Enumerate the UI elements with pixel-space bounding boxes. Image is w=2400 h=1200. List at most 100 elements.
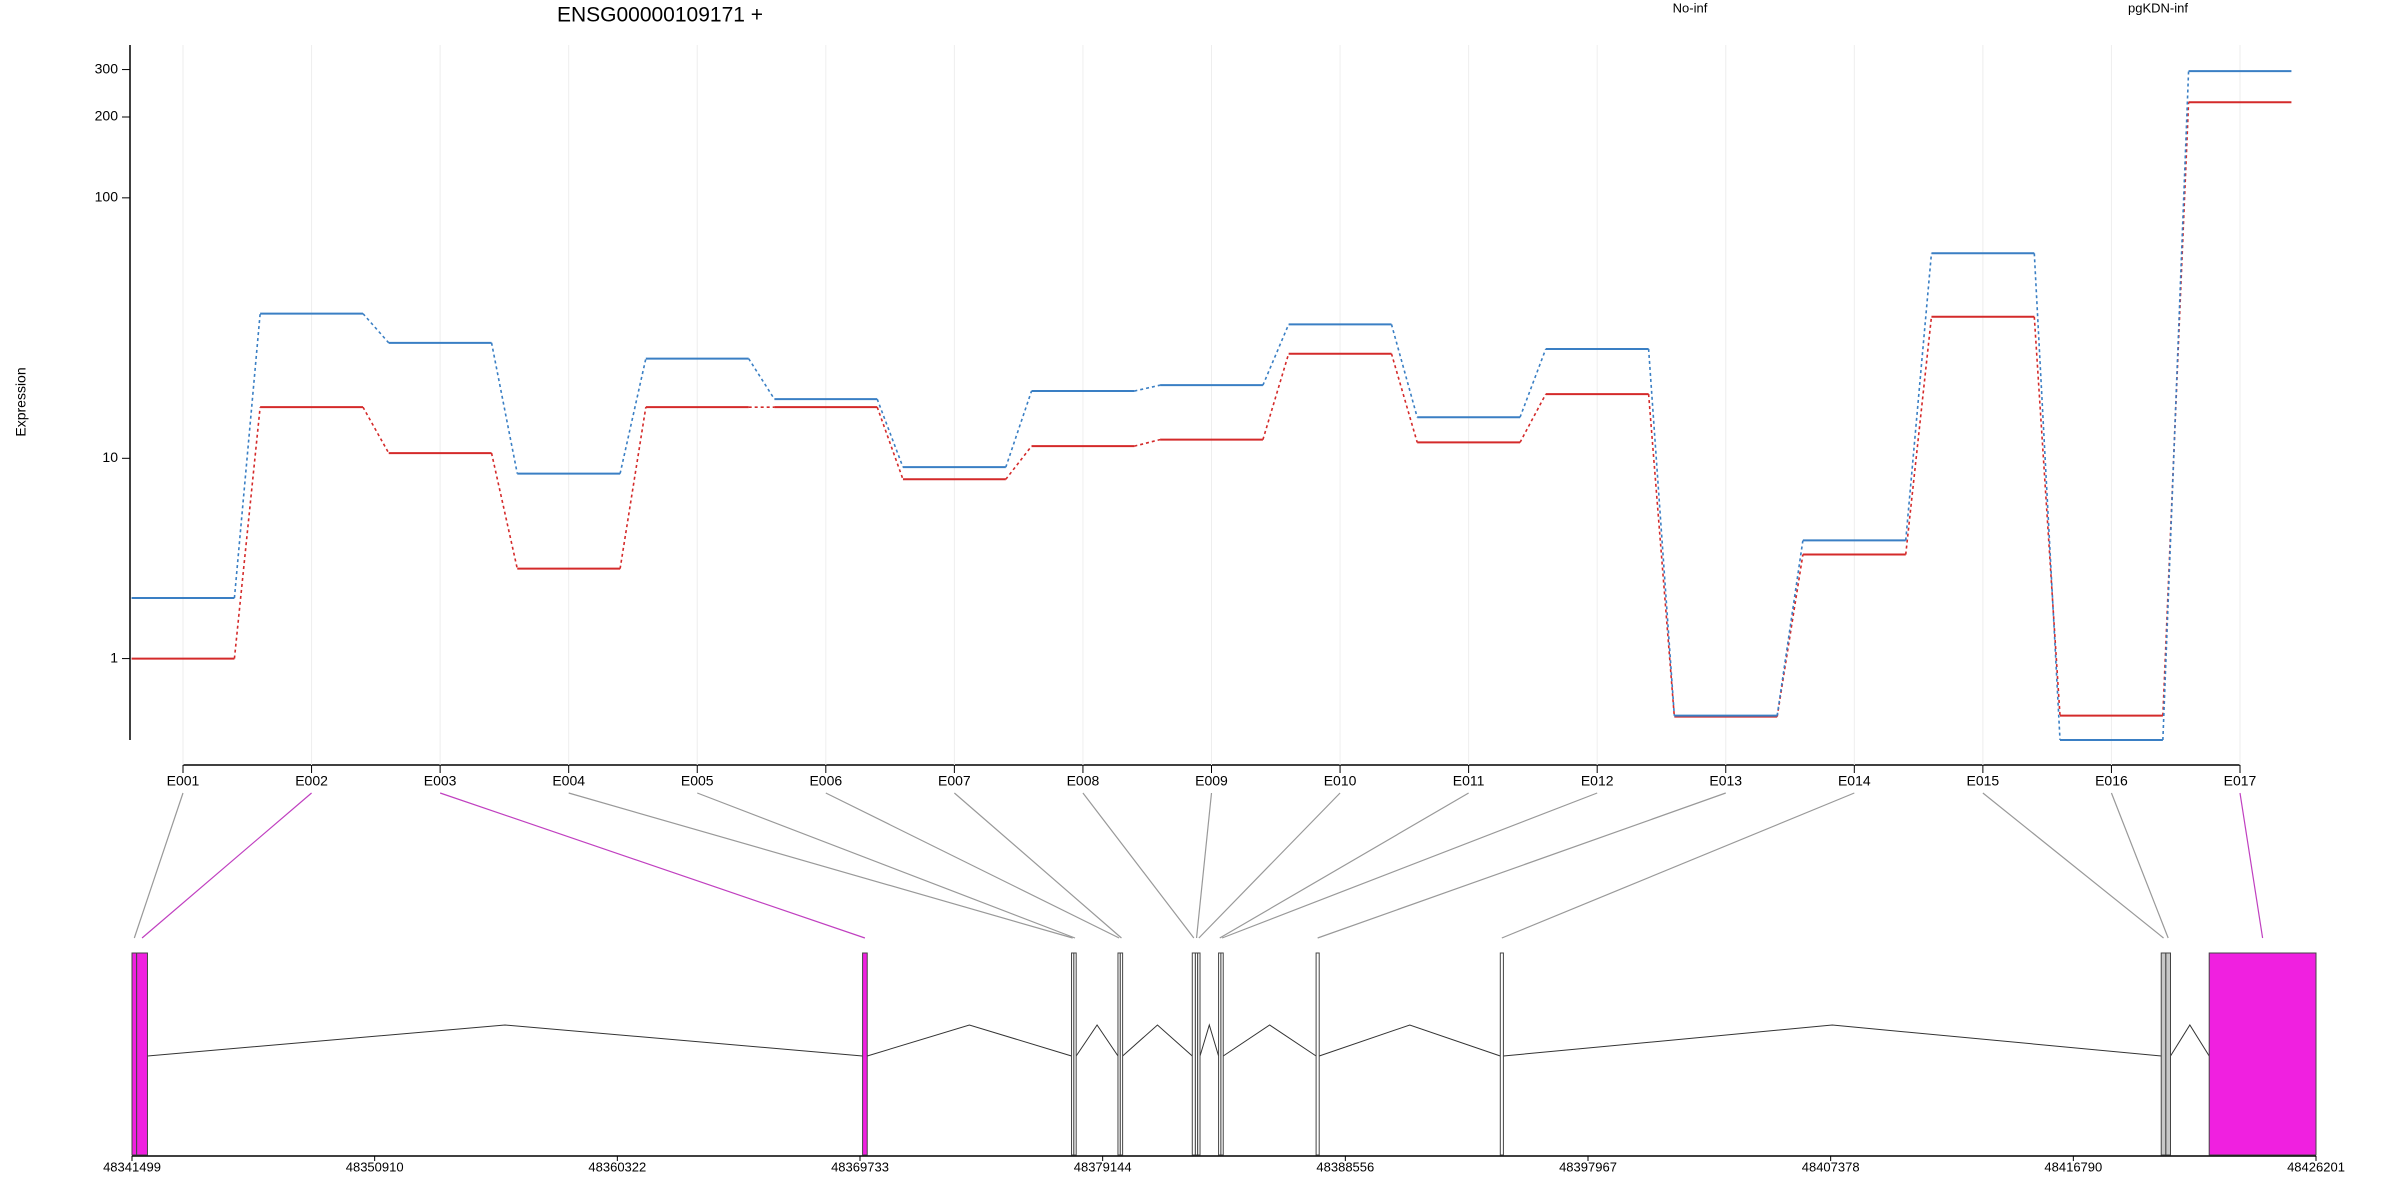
connector bbox=[2162, 71, 2190, 741]
x-tick-label: E006 bbox=[809, 773, 842, 789]
x-tick-label: E002 bbox=[295, 773, 328, 789]
intron bbox=[1199, 1023, 1220, 1057]
intron bbox=[2170, 1024, 2210, 1057]
exon bbox=[1073, 952, 1077, 1156]
connector bbox=[1005, 390, 1033, 468]
exon bbox=[1499, 952, 1504, 1156]
connector bbox=[1904, 253, 1933, 541]
connector bbox=[1776, 554, 1804, 717]
exon-link bbox=[133, 792, 184, 939]
connector bbox=[1390, 324, 1418, 418]
connector bbox=[1519, 348, 1547, 418]
genome-tick-label: 48416790 bbox=[2044, 1159, 2102, 1174]
exon-link bbox=[1501, 792, 1855, 939]
exon-link bbox=[1082, 792, 1195, 939]
connector bbox=[619, 407, 647, 569]
exon-link bbox=[697, 792, 1076, 939]
x-tick-label: E005 bbox=[681, 773, 714, 789]
legend-label: pgKDN-inf bbox=[2128, 0, 2188, 15]
exon-link bbox=[1195, 792, 1213, 939]
connector bbox=[1134, 438, 1161, 447]
connector bbox=[490, 452, 519, 569]
x-tick-label: E017 bbox=[2224, 773, 2257, 789]
exon-link bbox=[439, 792, 866, 939]
y-tick-label: 100 bbox=[95, 189, 119, 205]
connector bbox=[2033, 316, 2061, 716]
exon bbox=[131, 952, 138, 1156]
exon-link bbox=[1219, 792, 1469, 939]
x-tick-label: E004 bbox=[552, 773, 585, 789]
exon-link bbox=[568, 792, 1073, 939]
genome-tick-label: 48407378 bbox=[1802, 1159, 1860, 1174]
exon bbox=[1197, 952, 1201, 1156]
connector bbox=[1262, 324, 1290, 386]
connector bbox=[362, 313, 390, 344]
intron bbox=[1075, 1024, 1119, 1057]
connector bbox=[1005, 445, 1033, 480]
x-tick-label: E010 bbox=[1324, 773, 1357, 789]
intron bbox=[1122, 1024, 1193, 1057]
exon bbox=[2160, 952, 2167, 1156]
connector bbox=[233, 407, 261, 659]
legend-label: No-inf bbox=[1673, 0, 1708, 15]
connector bbox=[619, 358, 647, 474]
y-tick-label: 10 bbox=[102, 449, 118, 465]
genome-tick-label: 48426201 bbox=[2287, 1159, 2345, 1174]
x-tick-label: E007 bbox=[938, 773, 971, 789]
connector bbox=[1904, 316, 1933, 555]
connector bbox=[1262, 353, 1290, 440]
exon bbox=[1315, 952, 1320, 1156]
x-tick-label: E011 bbox=[1453, 773, 1485, 789]
connector bbox=[1519, 393, 1547, 443]
connector bbox=[1647, 348, 1676, 716]
connector bbox=[1776, 540, 1804, 716]
x-tick-label: E013 bbox=[1709, 773, 1742, 789]
genome-tick-label: 48397967 bbox=[1559, 1159, 1617, 1174]
x-tick-label: E001 bbox=[167, 773, 200, 789]
x-tick-label: E003 bbox=[424, 773, 457, 789]
connector bbox=[1134, 384, 1161, 392]
exon-link bbox=[1982, 792, 2164, 939]
y-tick-label: 200 bbox=[95, 108, 119, 124]
exon-link bbox=[2110, 792, 2169, 939]
x-tick-label: E009 bbox=[1195, 773, 1228, 789]
genome-tick-label: 48379144 bbox=[1074, 1159, 1132, 1174]
connector bbox=[747, 358, 776, 400]
x-tick-label: E008 bbox=[1067, 773, 1100, 789]
exon bbox=[2208, 952, 2317, 1156]
connector bbox=[876, 398, 904, 468]
exon bbox=[1220, 952, 1224, 1156]
y-tick-label: 1 bbox=[110, 649, 118, 665]
connector bbox=[2033, 253, 2061, 741]
y-axis-label: Expression bbox=[13, 367, 29, 436]
x-tick-label: E016 bbox=[2095, 773, 2128, 789]
genome-tick-label: 48350910 bbox=[346, 1159, 404, 1174]
connector bbox=[490, 342, 519, 474]
chart-title: ENSG00000109171 + bbox=[557, 4, 763, 27]
genome-tick-label: 48341499 bbox=[103, 1159, 161, 1174]
exon-link bbox=[953, 792, 1122, 939]
x-tick-label: E014 bbox=[1838, 773, 1871, 789]
connector bbox=[1390, 353, 1418, 443]
exon bbox=[136, 952, 148, 1156]
connector bbox=[233, 313, 261, 599]
intron bbox=[867, 1024, 1072, 1057]
intron bbox=[147, 1024, 863, 1057]
exon-link bbox=[1198, 792, 1341, 939]
x-tick-label: E012 bbox=[1581, 773, 1614, 789]
exon-link bbox=[2239, 792, 2264, 939]
genome-tick-label: 48369733 bbox=[831, 1159, 889, 1174]
exon-link bbox=[825, 792, 1120, 939]
genome-tick-label: 48360322 bbox=[588, 1159, 646, 1174]
connector bbox=[362, 406, 390, 454]
exon-link bbox=[1317, 792, 1726, 939]
connector bbox=[876, 406, 904, 480]
genome-tick-label: 48388556 bbox=[1316, 1159, 1374, 1174]
exon-link bbox=[1221, 792, 1598, 939]
exon bbox=[1119, 952, 1124, 1156]
y-tick-label: 300 bbox=[95, 60, 119, 76]
intron bbox=[1319, 1024, 1501, 1057]
exon-link bbox=[141, 792, 312, 939]
x-tick-label: E015 bbox=[1967, 773, 2000, 789]
